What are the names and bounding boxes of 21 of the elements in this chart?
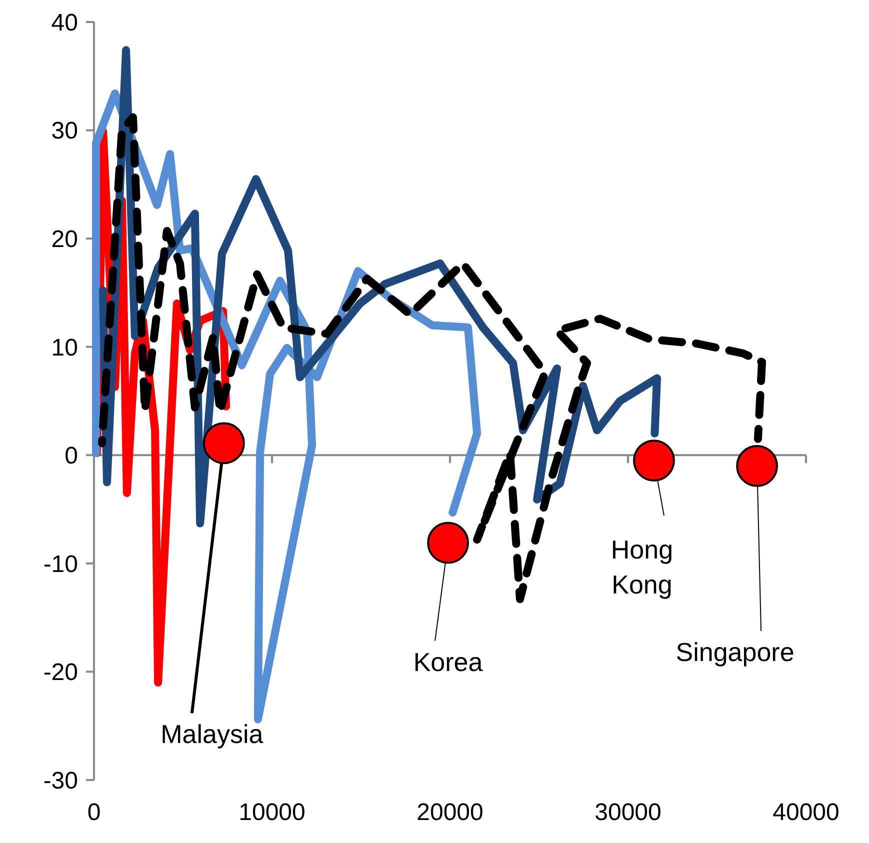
y-tick-label: 20 [51, 226, 78, 253]
annotation: Hong Kong [610, 534, 674, 600]
y-tick-label: 0 [64, 442, 78, 470]
point [736, 445, 778, 487]
annotation: Malaysia [160, 719, 264, 750]
point [633, 440, 675, 482]
y-tick-label: -30 [43, 767, 78, 794]
x-tick-label: 0 [87, 799, 101, 826]
y-tick-label: 30 [51, 118, 78, 145]
y-tick-label: -20 [43, 659, 78, 686]
y-tick-label: 40 [51, 9, 78, 36]
annotation: Singapore [676, 636, 794, 667]
point [202, 422, 245, 464]
annotation: Korea [413, 646, 484, 677]
point [427, 522, 469, 564]
x-tick-label: 20000 [416, 799, 484, 826]
x-tick-label: 40000 [772, 799, 840, 826]
x-tick-label: 30000 [594, 799, 662, 826]
y-tick-label: 10 [51, 334, 78, 362]
y-tick-label: -10 [43, 550, 78, 578]
x-tick-label: 10000 [238, 799, 306, 826]
